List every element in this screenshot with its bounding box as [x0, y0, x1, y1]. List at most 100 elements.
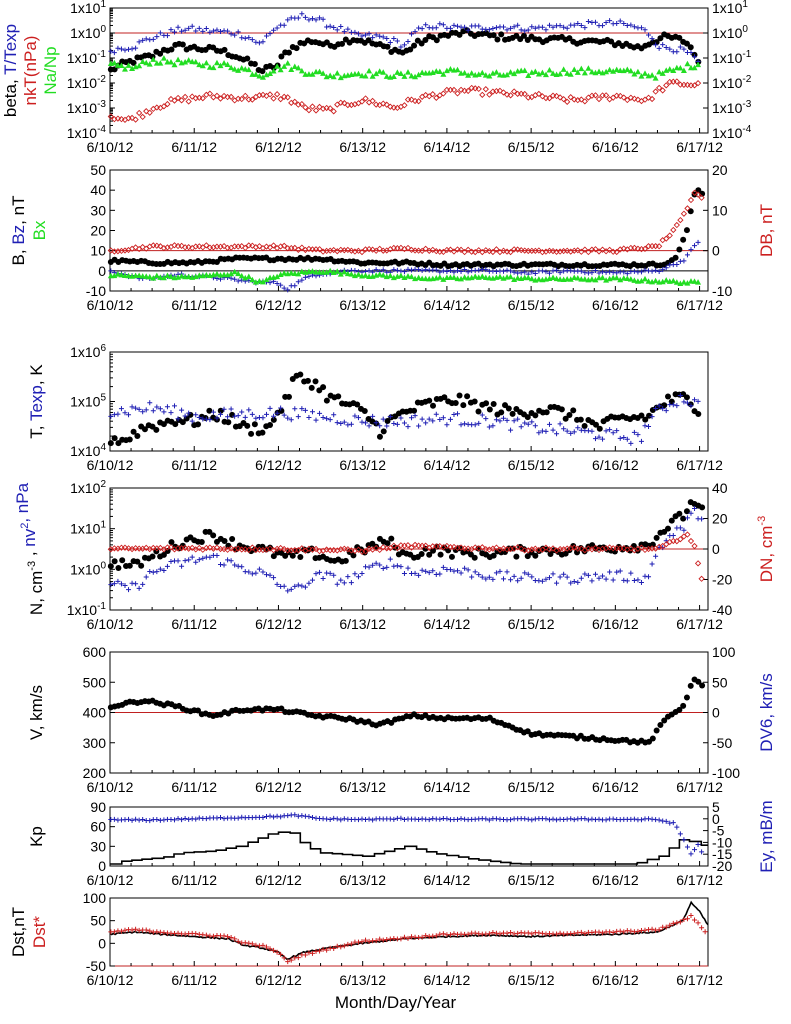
data-point	[578, 22, 584, 28]
data-point	[334, 581, 340, 587]
data-point	[108, 48, 114, 54]
data-point	[656, 403, 662, 409]
data-point	[426, 397, 433, 404]
data-point	[624, 66, 631, 72]
data-point	[274, 581, 280, 587]
data-point	[617, 928, 623, 934]
data-point	[649, 414, 655, 420]
data-point	[455, 816, 461, 822]
data-point	[221, 562, 227, 568]
data-point	[377, 936, 383, 942]
data-point	[692, 506, 698, 512]
data-point	[603, 428, 609, 434]
series-kp	[110, 831, 708, 865]
data-point	[391, 935, 397, 941]
data-point	[133, 45, 139, 51]
data-point	[225, 28, 231, 34]
data-point	[334, 70, 341, 76]
data-point	[308, 384, 315, 391]
x-tick-label: 6/17/12	[676, 972, 723, 988]
data-point	[656, 68, 663, 75]
data-point	[592, 92, 599, 99]
data-point	[338, 420, 344, 426]
data-point	[292, 812, 298, 818]
data-point	[596, 425, 603, 432]
data-point	[659, 70, 666, 76]
y2-axis-title: Ey, mB/m	[757, 800, 776, 872]
data-point	[316, 246, 323, 253]
data-point	[366, 816, 372, 822]
data-point	[232, 413, 238, 419]
data-point	[239, 35, 245, 41]
data-point	[355, 271, 362, 277]
data-point	[133, 926, 139, 932]
data-point	[461, 248, 468, 256]
data-point	[377, 423, 383, 429]
data-point	[554, 931, 560, 937]
data-point	[456, 392, 463, 399]
data-point	[111, 816, 117, 822]
data-point	[153, 272, 160, 279]
data-point	[334, 943, 340, 949]
data-point	[228, 935, 234, 941]
data-point	[532, 271, 538, 277]
data-point	[419, 934, 425, 940]
data-point	[429, 246, 436, 253]
data-point	[150, 544, 157, 552]
data-point	[457, 544, 465, 551]
data-point	[570, 407, 577, 414]
data-point	[235, 278, 241, 284]
data-point	[557, 574, 563, 580]
data-point	[433, 37, 440, 44]
data-point	[468, 70, 475, 76]
data-point	[225, 419, 232, 426]
data-point	[252, 71, 259, 77]
data-point	[260, 39, 266, 45]
data-point	[411, 541, 419, 549]
data-point	[178, 273, 185, 279]
data-point	[160, 551, 167, 558]
data-point	[228, 558, 234, 564]
data-point	[483, 816, 489, 822]
data-point	[337, 271, 344, 277]
data-point	[309, 409, 315, 415]
data-point	[281, 270, 288, 276]
data-point	[274, 813, 280, 819]
data-point	[455, 411, 461, 417]
x-tick-label: 6/17/12	[676, 297, 723, 313]
data-point	[411, 42, 418, 49]
data-point	[614, 569, 620, 575]
data-point	[514, 246, 521, 253]
data-point	[274, 63, 281, 69]
x-tick-label: 6/16/12	[592, 616, 639, 632]
data-point	[522, 816, 528, 822]
data-point	[436, 274, 443, 280]
data-point	[288, 66, 295, 73]
data-point	[663, 541, 670, 548]
data-point	[281, 583, 287, 589]
data-point	[341, 99, 348, 107]
y-tick-label: 100	[83, 890, 107, 906]
data-point	[157, 30, 163, 36]
x-tick-label: 6/14/12	[424, 972, 471, 988]
data-point	[490, 576, 496, 582]
data-point	[592, 267, 598, 273]
data-point	[220, 92, 228, 100]
data-point	[600, 930, 606, 936]
data-point	[695, 279, 702, 285]
data-point	[444, 422, 450, 428]
data-point	[589, 270, 595, 276]
series-nkt-npa-	[107, 78, 702, 123]
data-point	[171, 97, 178, 104]
data-point	[578, 248, 585, 255]
data-point	[278, 282, 284, 288]
data-point	[320, 384, 327, 391]
data-point	[437, 21, 443, 27]
data-point	[692, 917, 698, 923]
data-point	[585, 65, 592, 71]
data-point	[490, 32, 497, 39]
data-point	[448, 553, 455, 560]
data-point	[607, 18, 613, 24]
data-point	[672, 254, 679, 261]
data-point	[695, 187, 702, 194]
